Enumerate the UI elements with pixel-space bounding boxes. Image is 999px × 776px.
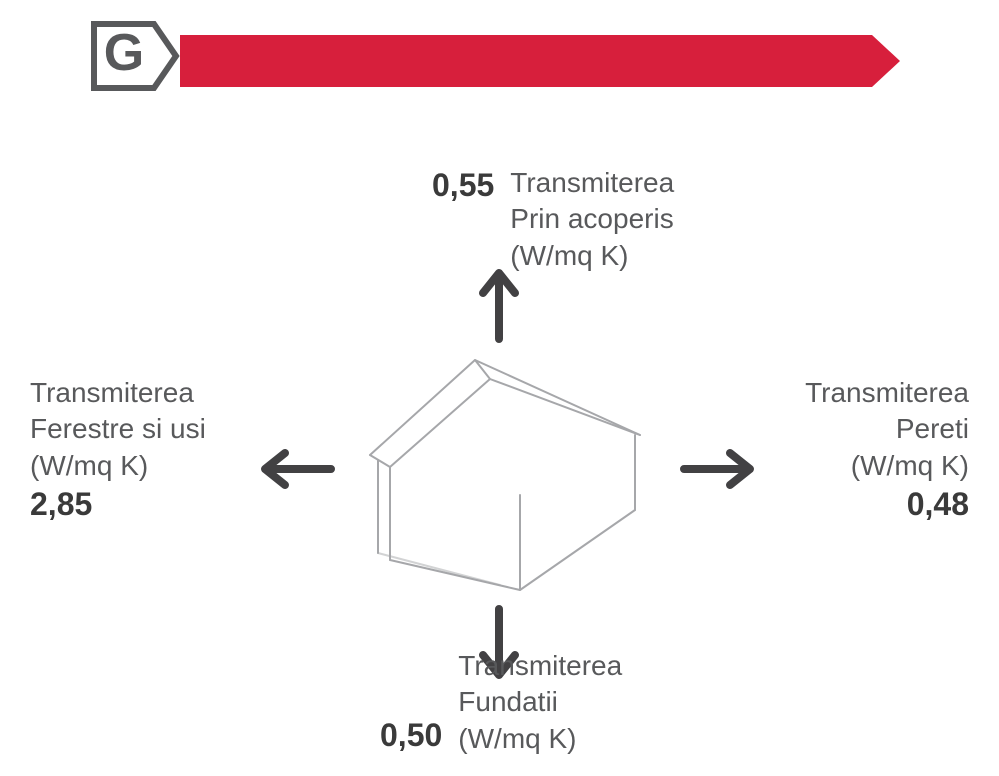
roof-subtitle: Prin acoperis bbox=[510, 201, 674, 237]
walls-title: Transmiterea bbox=[805, 375, 969, 411]
arrow-right-icon bbox=[680, 445, 760, 493]
windows-metric: Transmiterea Ferestre si usi (W/mq K) 2,… bbox=[30, 375, 206, 526]
roof-value: 0,55 bbox=[432, 165, 494, 274]
floor-subtitle: Fundatii bbox=[458, 684, 622, 720]
bar-arrow-icon bbox=[180, 35, 900, 87]
energy-class-badge: G bbox=[90, 20, 180, 92]
svg-text:G: G bbox=[104, 24, 144, 82]
floor-unit: (W/mq K) bbox=[458, 721, 622, 757]
windows-value: 2,85 bbox=[30, 484, 206, 526]
house-icon bbox=[340, 335, 660, 595]
windows-unit: (W/mq K) bbox=[30, 448, 206, 484]
energy-class-bar bbox=[180, 35, 900, 87]
floor-value: 0,50 bbox=[380, 715, 442, 757]
roof-unit: (W/mq K) bbox=[510, 238, 674, 274]
roof-metric: 0,55 Transmiterea Prin acoperis (W/mq K) bbox=[432, 165, 674, 274]
floor-metric: 0,50 Transmiterea Fundatii (W/mq K) bbox=[380, 648, 622, 757]
arrow-left-icon bbox=[255, 445, 335, 493]
roof-title: Transmiterea bbox=[510, 165, 674, 201]
badge-shape-icon: G bbox=[90, 20, 180, 92]
arrow-up-icon bbox=[475, 263, 523, 343]
walls-value: 0,48 bbox=[805, 484, 969, 526]
windows-subtitle: Ferestre si usi bbox=[30, 411, 206, 447]
windows-title: Transmiterea bbox=[30, 375, 206, 411]
walls-subtitle: Pereti bbox=[805, 411, 969, 447]
walls-unit: (W/mq K) bbox=[805, 448, 969, 484]
walls-metric: Transmiterea Pereti (W/mq K) 0,48 bbox=[805, 375, 969, 526]
transmittance-diagram: 0,55 Transmiterea Prin acoperis (W/mq K)… bbox=[0, 155, 999, 775]
energy-badge-container: G bbox=[90, 20, 900, 92]
floor-title: Transmiterea bbox=[458, 648, 622, 684]
